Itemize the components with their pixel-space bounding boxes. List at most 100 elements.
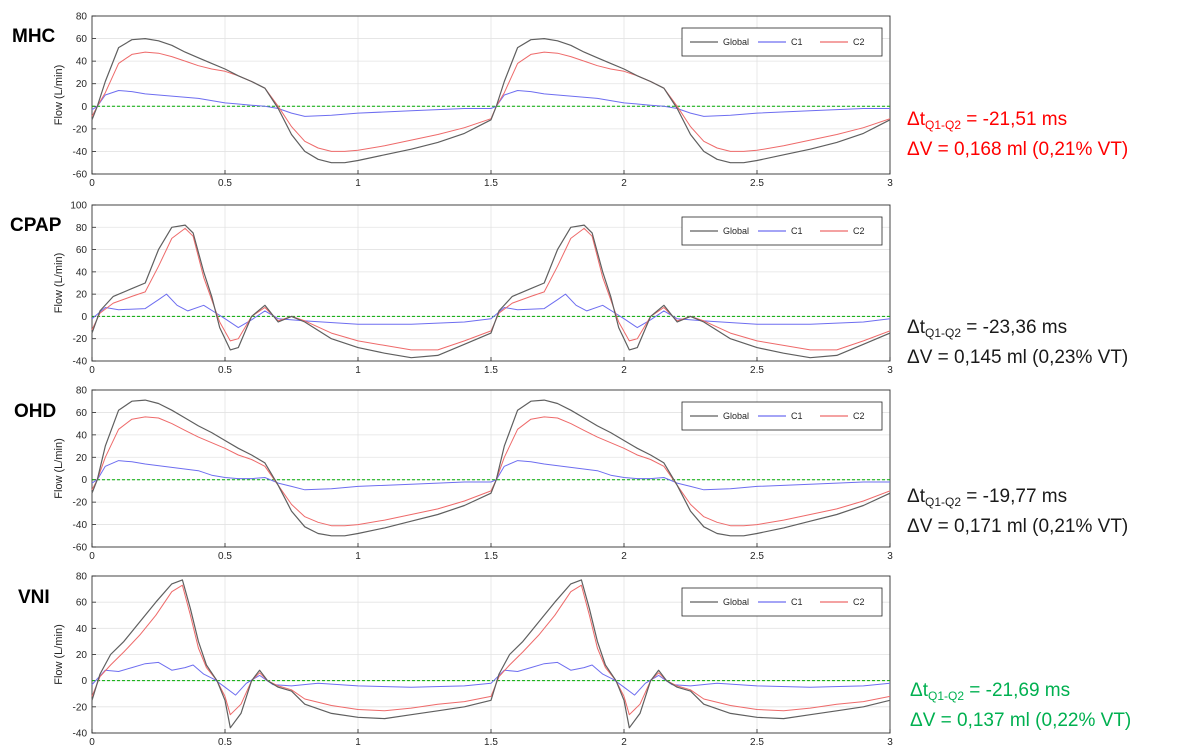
annotation-mhc: ΔtQ1-Q2 = -21,51 ms ΔV = 0,168 ml (0,21%… — [907, 105, 1128, 165]
y-tick-label: -20 — [73, 124, 88, 135]
x-tick-label: 2.5 — [750, 178, 764, 189]
legend-label-global: Global — [723, 411, 749, 421]
x-tick-label: 1 — [355, 178, 361, 189]
panel-label: MHC — [12, 26, 56, 47]
y-tick-label: 60 — [76, 245, 88, 256]
y-axis-label: Flow (L/min) — [53, 253, 65, 314]
legend-label-c1: C1 — [791, 411, 803, 421]
y-tick-label: -60 — [73, 170, 88, 181]
y-axis-label: Flow (L/min) — [53, 624, 65, 685]
delta-t-line: ΔtQ1-Q2 = -21,69 ms — [910, 680, 1071, 703]
x-tick-label: 1.5 — [484, 551, 498, 562]
x-tick-label: 1 — [355, 737, 361, 748]
x-tick-label: 3 — [887, 178, 893, 189]
y-tick-label: -20 — [73, 334, 88, 345]
y-tick-label: 80 — [76, 12, 88, 23]
legend: Global C1 C2 — [681, 216, 883, 246]
x-tick-label: 1 — [355, 551, 361, 562]
y-tick-label: 0 — [81, 475, 87, 486]
legend-label-c1: C1 — [791, 597, 803, 607]
y-tick-label: 20 — [76, 290, 88, 301]
x-tick-label: 2 — [621, 178, 627, 189]
plot-border — [91, 389, 891, 548]
series-line-c1 — [91, 460, 890, 491]
x-tick-label: 2.5 — [750, 551, 764, 562]
plot-border — [91, 15, 891, 175]
y-axis-label: Flow (L/min) — [53, 438, 65, 499]
x-tick-label: 0.5 — [218, 551, 232, 562]
series-line-global — [91, 399, 891, 537]
y-tick-label: 40 — [76, 430, 88, 441]
y-tick-label: 80 — [76, 223, 88, 234]
y-tick-label: 60 — [76, 598, 88, 609]
y-tick-label: 40 — [76, 624, 88, 635]
y-tick-label: -40 — [73, 520, 88, 531]
series-line-c1 — [91, 661, 891, 696]
plot-border — [91, 575, 891, 734]
delta-t-line: ΔtQ1-Q2 = -23,36 ms — [907, 317, 1068, 340]
y-tick-label: -40 — [73, 357, 88, 368]
x-tick-label: 1 — [355, 365, 361, 376]
y-tick-label: 60 — [76, 408, 88, 419]
x-tick-label: 0 — [89, 365, 95, 376]
x-tick-label: 1.5 — [484, 737, 498, 748]
y-tick-label: 80 — [76, 572, 88, 583]
legend-label-c2: C2 — [853, 37, 865, 47]
y-tick-label: 0 — [81, 312, 87, 323]
y-tick-label: 60 — [76, 34, 88, 45]
x-tick-label: 0.5 — [218, 737, 232, 748]
x-tick-label: 1.5 — [484, 178, 498, 189]
y-tick-label: 100 — [70, 201, 87, 212]
series-line-c1 — [91, 293, 891, 329]
panel-label: VNI — [18, 587, 50, 608]
x-tick-label: 3 — [887, 737, 893, 748]
plot-border — [91, 204, 891, 362]
delta-t-line: ΔtQ1-Q2 = -19,77 ms — [907, 486, 1068, 509]
delta-v-line: ΔV = 0,137 ml (0,22% VT) — [910, 710, 1132, 731]
annotation-ohd: ΔtQ1-Q2 = -19,77 ms ΔV = 0,171 ml (0,21%… — [907, 482, 1128, 542]
delta-v-line: ΔV = 0,168 ml (0,21% VT) — [907, 139, 1129, 160]
y-tick-label: -40 — [73, 147, 88, 158]
legend-label-c1: C1 — [791, 226, 803, 236]
y-tick-label: 20 — [76, 453, 88, 464]
series-line-c1 — [91, 90, 890, 117]
series-line-c2 — [91, 416, 891, 527]
y-axis-label: Flow (L/min) — [53, 65, 65, 126]
x-tick-label: 0.5 — [218, 178, 232, 189]
delta-v-line: ΔV = 0,171 ml (0,21% VT) — [907, 516, 1129, 537]
x-tick-label: 2.5 — [750, 365, 764, 376]
series-line-c2 — [91, 584, 891, 716]
y-tick-label: 20 — [76, 650, 88, 661]
x-tick-label: 2.5 — [750, 737, 764, 748]
panel-label: CPAP — [10, 215, 62, 236]
series-line-global — [91, 579, 891, 729]
x-tick-label: 3 — [887, 551, 893, 562]
x-tick-label: 1.5 — [484, 365, 498, 376]
legend-label-c2: C2 — [853, 597, 865, 607]
legend-label-global: Global — [723, 226, 749, 236]
annotation-vni: ΔtQ1-Q2 = -21,69 ms ΔV = 0,137 ml (0,22%… — [910, 676, 1131, 736]
y-tick-label: -40 — [73, 729, 88, 740]
y-tick-label: 80 — [76, 386, 88, 397]
x-tick-label: 0 — [89, 551, 95, 562]
series-line-global — [91, 224, 891, 359]
legend-label-c2: C2 — [853, 226, 865, 236]
legend: Global C1 C2 — [681, 27, 883, 57]
x-tick-label: 0 — [89, 178, 95, 189]
x-tick-label: 3 — [887, 365, 893, 376]
x-tick-label: 0 — [89, 737, 95, 748]
x-tick-label: 2 — [621, 737, 627, 748]
legend-label-global: Global — [723, 37, 749, 47]
legend-label-c2: C2 — [853, 411, 865, 421]
y-tick-label: 0 — [81, 676, 87, 687]
x-tick-label: 0.5 — [218, 365, 232, 376]
annotation-cpap: ΔtQ1-Q2 = -23,36 ms ΔV = 0,145 ml (0,23%… — [907, 313, 1128, 373]
series-line-global — [91, 38, 891, 164]
delta-v-line: ΔV = 0,145 ml (0,23% VT) — [907, 347, 1129, 368]
legend-label-c1: C1 — [791, 37, 803, 47]
